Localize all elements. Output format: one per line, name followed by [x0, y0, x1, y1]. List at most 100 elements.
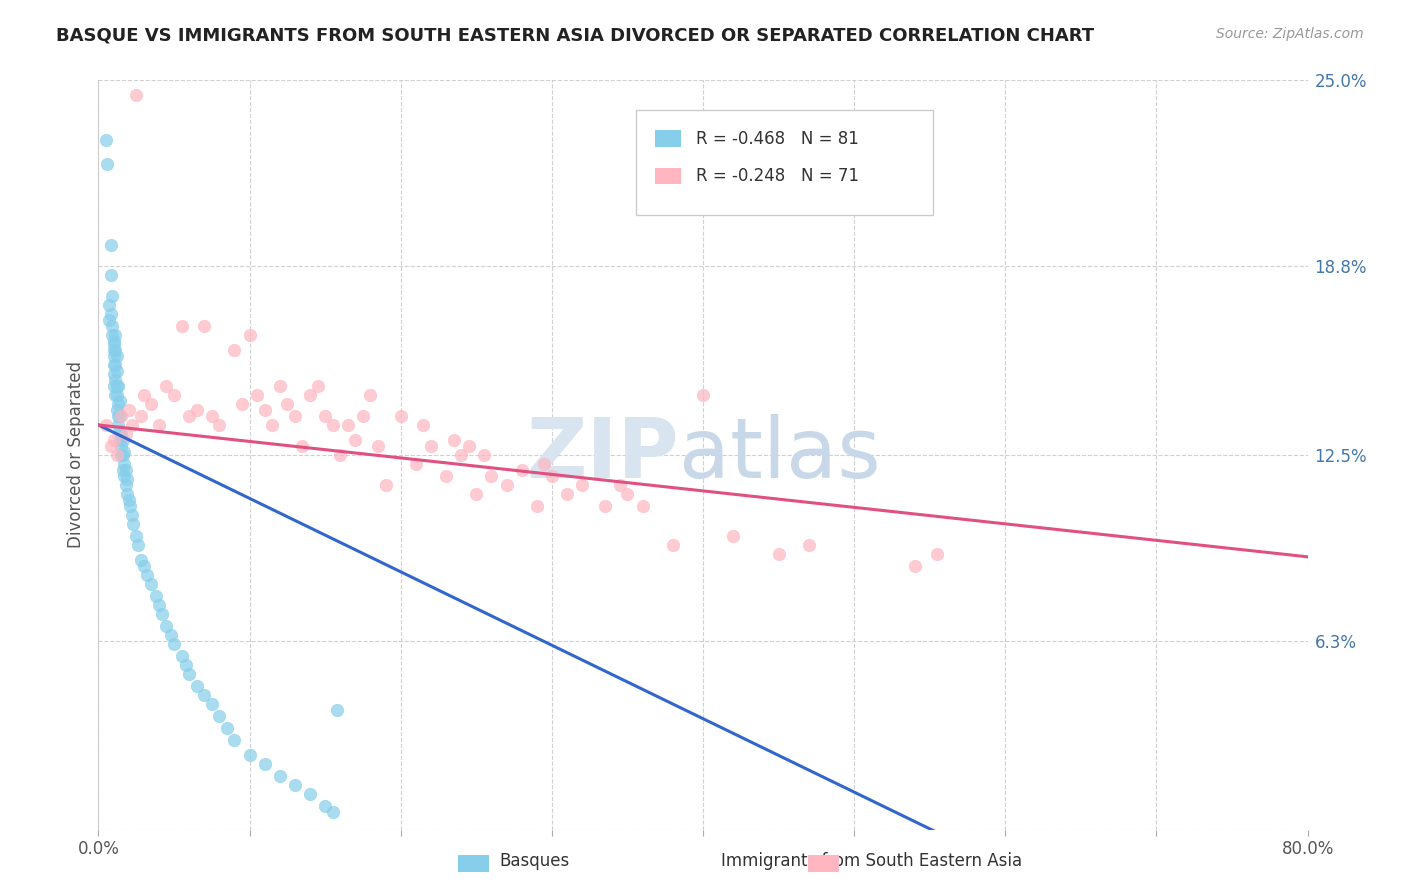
Point: [114, 463, 136, 477]
Point: [593, 499, 616, 513]
Point: [141, 576, 163, 591]
Point: [111, 433, 134, 447]
Point: [163, 388, 186, 402]
Text: R = -0.468   N = 81: R = -0.468 N = 81: [696, 129, 859, 148]
Point: [374, 478, 396, 492]
Point: [104, 328, 127, 343]
Point: [510, 463, 533, 477]
Point: [186, 403, 208, 417]
Point: [457, 439, 479, 453]
Point: [239, 747, 262, 762]
Point: [284, 409, 307, 423]
Point: [155, 379, 177, 393]
Point: [129, 553, 152, 567]
Point: [692, 388, 714, 402]
Point: [121, 508, 143, 522]
Point: [224, 732, 246, 747]
Point: [112, 445, 135, 459]
Point: [314, 409, 336, 423]
Point: [94, 133, 117, 147]
Point: [105, 448, 128, 462]
Point: [129, 409, 152, 423]
Point: [495, 478, 517, 492]
Point: [111, 448, 134, 462]
Point: [609, 478, 631, 492]
Point: [533, 457, 555, 471]
Point: [526, 499, 548, 513]
Point: [465, 487, 488, 501]
Point: [215, 721, 238, 735]
Point: [121, 417, 143, 432]
Point: [145, 589, 167, 603]
Point: [179, 409, 201, 423]
Point: [108, 409, 131, 423]
Text: R = -0.248   N = 71: R = -0.248 N = 71: [696, 167, 859, 186]
Point: [148, 598, 170, 612]
Point: [104, 388, 127, 402]
Point: [112, 469, 135, 483]
Point: [115, 487, 138, 501]
Point: [367, 439, 389, 453]
Point: [269, 379, 291, 393]
Point: [291, 439, 314, 453]
Point: [112, 457, 135, 471]
Text: BASQUE VS IMMIGRANTS FROM SOUTH EASTERN ASIA DIVORCED OR SEPARATED CORRELATION C: BASQUE VS IMMIGRANTS FROM SOUTH EASTERN …: [56, 27, 1094, 45]
Point: [103, 337, 125, 351]
Point: [107, 417, 129, 432]
Point: [555, 487, 578, 501]
Point: [322, 417, 344, 432]
Point: [174, 657, 197, 672]
Point: [253, 403, 276, 417]
Y-axis label: Divorced or Separated: Divorced or Separated: [66, 361, 84, 549]
Point: [100, 307, 122, 321]
Point: [120, 499, 142, 513]
Point: [155, 619, 177, 633]
Point: [101, 289, 124, 303]
Point: [103, 334, 125, 348]
Point: [326, 703, 349, 717]
Point: [405, 457, 427, 471]
Point: [299, 388, 322, 402]
Point: [96, 157, 118, 171]
Point: [224, 343, 246, 357]
Point: [481, 469, 503, 483]
Point: [100, 439, 122, 453]
Point: [118, 403, 141, 417]
Point: [616, 487, 638, 501]
Point: [110, 439, 132, 453]
Point: [98, 313, 121, 327]
FancyBboxPatch shape: [655, 130, 682, 147]
Point: [571, 478, 593, 492]
Point: [231, 397, 253, 411]
Point: [193, 319, 215, 334]
Point: [450, 448, 472, 462]
Text: ZIP: ZIP: [526, 415, 679, 495]
Point: [104, 343, 127, 357]
Point: [100, 238, 122, 252]
Point: [103, 349, 125, 363]
Point: [103, 358, 125, 372]
FancyBboxPatch shape: [655, 168, 682, 185]
Point: [472, 448, 495, 462]
Point: [132, 388, 155, 402]
Point: [314, 798, 336, 813]
Point: [107, 379, 129, 393]
Point: [179, 666, 201, 681]
Point: [110, 448, 132, 462]
Point: [412, 417, 434, 432]
Point: [360, 388, 382, 402]
Point: [299, 787, 322, 801]
Point: [797, 538, 820, 552]
Point: [322, 805, 344, 819]
Point: [107, 409, 129, 423]
Point: [208, 417, 231, 432]
Point: [103, 367, 125, 381]
Point: [201, 697, 224, 711]
Point: [246, 388, 269, 402]
Point: [307, 379, 329, 393]
Point: [110, 426, 132, 441]
Point: [434, 469, 457, 483]
Point: [160, 628, 183, 642]
Point: [122, 516, 145, 531]
Point: [125, 88, 148, 103]
